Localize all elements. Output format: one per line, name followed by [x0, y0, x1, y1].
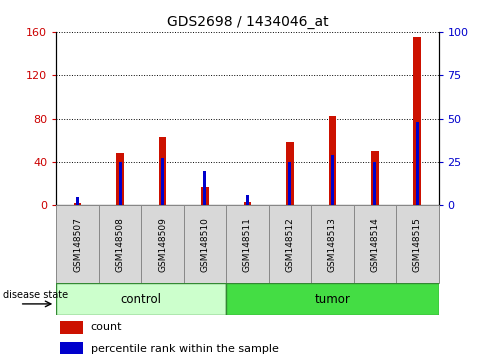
Text: GSM148509: GSM148509 — [158, 217, 167, 272]
Bar — [56, 205, 99, 283]
Bar — [76, 197, 79, 205]
Text: GSM148510: GSM148510 — [200, 217, 210, 272]
Text: percentile rank within the sample: percentile rank within the sample — [91, 344, 279, 354]
Bar — [311, 205, 354, 283]
Bar — [244, 202, 251, 205]
Text: GSM148514: GSM148514 — [370, 217, 379, 272]
Bar — [226, 283, 439, 315]
Bar — [396, 205, 439, 283]
Text: count: count — [91, 322, 122, 332]
Bar — [354, 205, 396, 283]
Text: GSM148511: GSM148511 — [243, 217, 252, 272]
Bar — [201, 187, 209, 205]
Bar — [286, 142, 294, 205]
Bar — [331, 155, 334, 205]
Bar — [416, 122, 419, 205]
Text: GSM148512: GSM148512 — [285, 217, 294, 272]
Bar — [74, 203, 81, 205]
Text: GSM148508: GSM148508 — [116, 217, 124, 272]
Text: GSM148513: GSM148513 — [328, 217, 337, 272]
Text: control: control — [121, 293, 162, 306]
Text: disease state: disease state — [3, 290, 68, 300]
Bar — [99, 205, 141, 283]
Bar — [184, 205, 226, 283]
Bar — [56, 283, 226, 315]
Bar — [246, 195, 249, 205]
Bar — [161, 159, 164, 205]
Bar — [60, 342, 83, 354]
Text: tumor: tumor — [315, 293, 350, 306]
Bar — [373, 162, 376, 205]
Bar — [119, 162, 122, 205]
Bar — [203, 171, 206, 205]
Bar — [116, 153, 124, 205]
Bar — [371, 151, 379, 205]
Bar — [329, 116, 336, 205]
Text: GSM148515: GSM148515 — [413, 217, 422, 272]
Bar — [226, 205, 269, 283]
Title: GDS2698 / 1434046_at: GDS2698 / 1434046_at — [167, 16, 328, 29]
Bar — [60, 321, 83, 335]
Bar — [141, 205, 184, 283]
Bar — [289, 162, 292, 205]
Bar — [159, 137, 166, 205]
Bar — [414, 37, 421, 205]
Bar — [269, 205, 311, 283]
Text: GSM148507: GSM148507 — [73, 217, 82, 272]
